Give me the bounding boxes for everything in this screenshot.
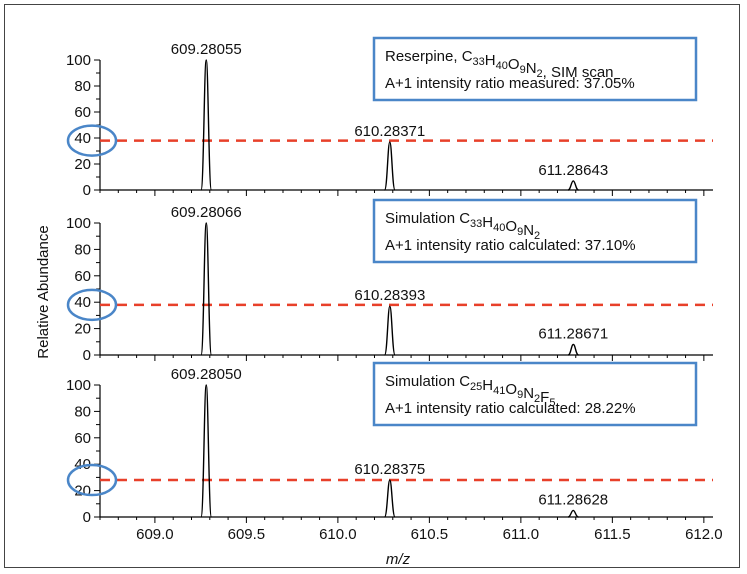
formula-subscript: 33 — [470, 218, 482, 230]
y-tick-label: 100 — [66, 52, 91, 69]
formula-text: Reserpine, C — [385, 48, 473, 65]
x-tick-label: 609.5 — [228, 526, 266, 543]
annotation-box — [372, 198, 698, 264]
peak-label: 609.28050 — [171, 366, 242, 383]
formula-subscript: 9 — [517, 226, 523, 238]
formula-subscript: 9 — [520, 64, 526, 76]
formula-subscript: 25 — [470, 381, 482, 393]
spectrum-peak — [567, 180, 579, 191]
annotation-box — [372, 361, 698, 427]
y-tick-label: 0 — [83, 182, 91, 199]
peak-label: 611.28643 — [538, 162, 608, 179]
formula-subscript: 40 — [493, 222, 505, 234]
x-tick-label: 611.5 — [594, 526, 630, 543]
peak-label: 610.28371 — [354, 123, 425, 140]
formula-subscript: 40 — [496, 60, 508, 72]
highlight-circle — [66, 288, 118, 322]
formula-text: O — [508, 56, 520, 73]
x-tick-label: 610.0 — [319, 526, 357, 543]
figure-frame — [4, 4, 740, 568]
formula-text: Simulation C — [385, 373, 470, 390]
y-tick-label: 20 — [74, 321, 91, 338]
y-tick-label: 60 — [74, 268, 91, 285]
y-tick-label: 40 — [74, 130, 91, 147]
y-tick-label: 0 — [83, 347, 91, 364]
formula-text: N — [523, 385, 534, 402]
formula-line: Simulation C25H41O9N2F5 — [385, 373, 555, 409]
formula-subscript: 2 — [534, 393, 540, 405]
spectrum-peak — [200, 59, 213, 191]
formula-text: , SIM scan — [543, 64, 614, 81]
formula-text: H — [485, 52, 496, 69]
spectrum-peak — [383, 141, 396, 191]
formula-text: Simulation C — [385, 210, 470, 227]
y-axis-title: Relative Abundance — [35, 225, 52, 358]
y-tick-label: 80 — [74, 403, 91, 420]
formula-line: Reserpine, C33H40O9N2, SIM scan — [385, 48, 614, 81]
highlight-circle — [66, 124, 118, 157]
formula-subscript: 9 — [517, 389, 523, 401]
peak-label: 611.28628 — [538, 491, 608, 508]
formula-text: H — [482, 377, 493, 394]
spectrum-peak — [200, 384, 213, 518]
y-tick-label: 100 — [66, 377, 91, 394]
formula-subscript: 41 — [493, 385, 505, 397]
ratio-line: A+1 intensity ratio calculated: 28.22% — [385, 400, 636, 417]
x-tick-label: 611.0 — [503, 526, 539, 543]
peak-label: 609.28066 — [171, 204, 242, 221]
formula-text: O — [505, 218, 517, 235]
peak-label: 610.28393 — [354, 287, 425, 304]
y-tick-label: 100 — [66, 215, 91, 232]
y-tick-label: 60 — [74, 430, 91, 447]
ratio-line: A+1 intensity ratio measured: 37.05% — [385, 75, 635, 92]
spectrum-peak — [567, 509, 579, 518]
spectrum-peak — [383, 479, 396, 518]
spectrum-peak — [567, 343, 579, 356]
y-tick-label: 0 — [83, 509, 91, 526]
y-tick-label: 40 — [74, 294, 91, 311]
annotation-box — [372, 36, 698, 102]
x-axis-title: m/z — [386, 551, 411, 568]
formula-text: O — [505, 381, 517, 398]
formula-subscript: 2 — [534, 230, 540, 242]
formula-text: H — [482, 214, 493, 231]
ratio-line: A+1 intensity ratio calculated: 37.10% — [385, 237, 636, 254]
peak-label: 609.28055 — [171, 41, 242, 58]
peak-label: 610.28375 — [354, 461, 425, 478]
formula-subscript: 33 — [473, 56, 485, 68]
formula-subscript: 5 — [549, 397, 555, 409]
formula-text: N — [526, 60, 537, 77]
x-tick-label: 610.5 — [411, 526, 449, 543]
x-tick-label: 609.0 — [136, 526, 174, 543]
y-tick-label: 20 — [74, 156, 91, 173]
formula-subscript: 2 — [537, 68, 543, 80]
formula-text: F — [540, 389, 549, 406]
formula-line: Simulation C33H40O9N2 — [385, 210, 540, 242]
spectrum-peak — [383, 305, 396, 356]
highlight-circle — [66, 463, 118, 497]
x-tick-label: 612.0 — [685, 526, 723, 543]
peak-label: 611.28671 — [538, 325, 608, 342]
spectrum-peak — [200, 222, 213, 356]
y-tick-label: 60 — [74, 104, 91, 121]
formula-text: N — [523, 222, 534, 239]
y-tick-label: 80 — [74, 78, 91, 95]
y-tick-label: 80 — [74, 241, 91, 258]
